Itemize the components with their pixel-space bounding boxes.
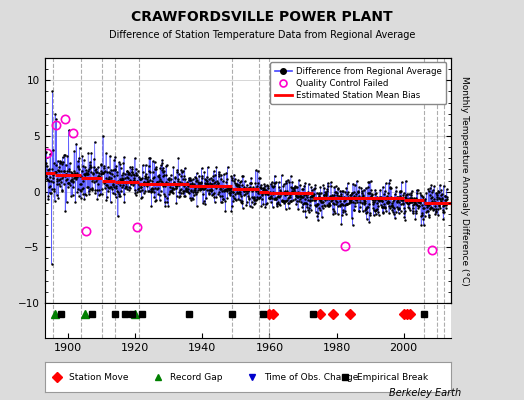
- Text: Record Gap: Record Gap: [170, 372, 223, 382]
- Text: CRAWFORDSVILLE POWER PLANT: CRAWFORDSVILLE POWER PLANT: [131, 10, 393, 24]
- Text: Time of Obs. Change: Time of Obs. Change: [264, 372, 358, 382]
- Text: Station Move: Station Move: [69, 372, 128, 382]
- Text: Berkeley Earth: Berkeley Earth: [389, 388, 461, 398]
- Y-axis label: Monthly Temperature Anomaly Difference (°C): Monthly Temperature Anomaly Difference (…: [461, 76, 470, 285]
- Text: Empirical Break: Empirical Break: [357, 372, 428, 382]
- Legend: Difference from Regional Average, Quality Control Failed, Estimated Station Mean: Difference from Regional Average, Qualit…: [270, 62, 446, 104]
- Text: Difference of Station Temperature Data from Regional Average: Difference of Station Temperature Data f…: [109, 30, 415, 40]
